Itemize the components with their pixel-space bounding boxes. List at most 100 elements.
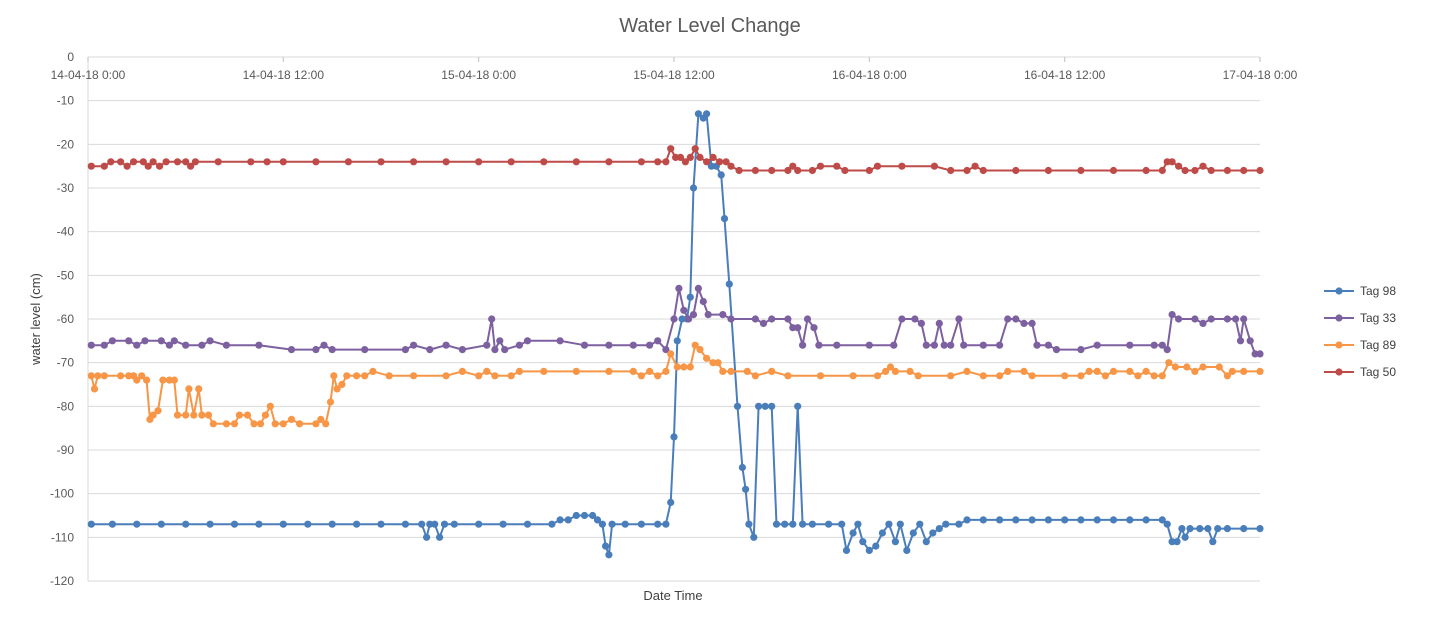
data-point <box>271 420 279 428</box>
y-tick-label: -60 <box>57 312 75 326</box>
data-point <box>751 166 760 175</box>
data-point <box>909 529 917 537</box>
data-point <box>564 516 572 524</box>
data-point <box>1093 516 1101 524</box>
data-point <box>667 145 675 153</box>
x-tick-label: 15-04-18 0:00 <box>441 68 516 82</box>
data-point <box>133 376 141 384</box>
data-point <box>170 337 178 345</box>
data-point <box>602 542 610 550</box>
data-point <box>629 341 637 349</box>
data-point <box>686 363 694 371</box>
data-point <box>250 420 258 428</box>
data-point <box>605 551 613 559</box>
data-point <box>703 354 711 362</box>
y-tick-label: -70 <box>57 356 75 370</box>
data-point <box>353 520 361 528</box>
data-point <box>673 337 681 345</box>
legend-marker <box>1335 287 1343 295</box>
data-point <box>916 520 924 528</box>
data-point <box>662 346 670 354</box>
data-point <box>694 284 703 292</box>
data-point <box>1228 367 1236 375</box>
data-point <box>182 411 190 419</box>
y-tick-label: -120 <box>50 574 74 588</box>
data-point <box>1240 367 1248 375</box>
legend: Tag 98 Tag 33 Tag 89 Tag 50 <box>1324 284 1396 379</box>
data-point <box>572 511 580 520</box>
data-point <box>475 520 483 528</box>
x-tick-label: 15-04-18 12:00 <box>633 68 715 82</box>
data-point <box>442 158 450 166</box>
data-point <box>654 520 662 528</box>
data-point <box>426 346 434 354</box>
data-point <box>312 346 320 354</box>
data-point <box>436 533 444 541</box>
data-point <box>198 341 206 349</box>
data-point <box>222 341 230 349</box>
data-point <box>157 520 165 528</box>
y-tick-label: -100 <box>50 487 74 501</box>
data-point <box>808 166 817 175</box>
data-point <box>287 346 296 354</box>
data-point <box>691 145 699 153</box>
y-tick-label: -20 <box>57 137 75 151</box>
data-point <box>401 520 409 528</box>
data-point <box>865 166 873 175</box>
data-point <box>716 158 724 166</box>
data-point <box>156 162 164 170</box>
data-point <box>206 520 214 528</box>
x-tick-label: 16-04-18 0:00 <box>832 68 907 82</box>
data-point <box>963 367 971 375</box>
data-point <box>1052 346 1061 354</box>
data-point <box>507 158 515 166</box>
data-point <box>1158 341 1166 349</box>
data-point <box>195 385 203 393</box>
data-point <box>930 162 939 170</box>
data-point <box>815 341 823 349</box>
data-point <box>222 420 230 428</box>
legend-item-tag-33: Tag 33 <box>1324 311 1396 325</box>
data-point <box>1061 372 1069 380</box>
data-point <box>963 516 971 524</box>
data-point <box>725 280 733 288</box>
data-point <box>353 372 361 380</box>
data-point <box>605 341 613 349</box>
data-point <box>123 162 131 170</box>
data-point <box>317 415 325 423</box>
data-point <box>735 166 743 175</box>
x-tick-label: 16-04-18 12:00 <box>1024 68 1106 82</box>
data-point <box>681 158 690 166</box>
data-point <box>667 498 675 506</box>
data-point <box>759 319 768 327</box>
legend-marker <box>1335 341 1343 349</box>
data-point <box>1012 166 1020 175</box>
data-point <box>580 341 589 349</box>
data-point <box>440 520 449 528</box>
data-point <box>423 533 431 541</box>
data-point <box>906 367 914 375</box>
data-point <box>1240 315 1248 323</box>
x-tick-label: 17-04-18 0:00 <box>1223 68 1298 82</box>
data-point <box>873 162 882 170</box>
data-point <box>898 315 906 323</box>
data-point <box>750 533 758 541</box>
legend-label: Tag 89 <box>1360 338 1396 352</box>
data-point <box>1168 158 1176 166</box>
data-point <box>673 363 681 371</box>
data-point <box>87 520 95 528</box>
data-point <box>598 520 607 528</box>
data-point <box>1077 516 1085 524</box>
data-point <box>266 402 274 410</box>
data-point <box>719 311 727 319</box>
data-point <box>637 520 646 528</box>
data-point <box>312 158 320 166</box>
legend-item-tag-98: Tag 98 <box>1324 284 1396 298</box>
data-point <box>182 341 190 349</box>
data-point <box>1028 372 1036 380</box>
data-point <box>1173 538 1181 546</box>
data-point <box>1109 367 1118 375</box>
data-point <box>572 158 580 166</box>
data-point <box>1004 315 1012 323</box>
data-point <box>287 415 296 423</box>
